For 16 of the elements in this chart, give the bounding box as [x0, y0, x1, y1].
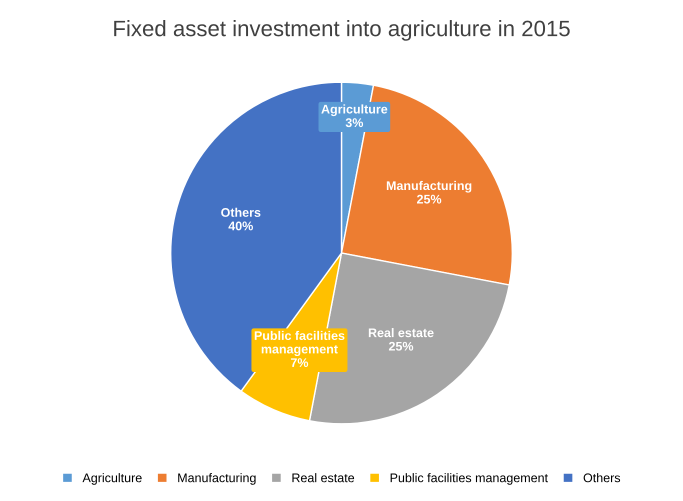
data-label: 25% [388, 342, 414, 351]
data-label: 25% [417, 194, 442, 204]
slice-label: Manufacturing [386, 180, 472, 193]
chart-title: Fixed asset investment into agriculture in 2015 [114, 20, 570, 41]
data-label: 3% [346, 118, 364, 128]
data-label: 40% [228, 222, 253, 230]
slice-label: Public facilities management [254, 330, 344, 356]
data-label: 7% [290, 358, 308, 368]
slice-label: Real estate [368, 328, 434, 338]
legend-label: Agriculture [82, 473, 142, 485]
legend-label: Real estate [292, 473, 354, 482]
slice-label: Others [221, 208, 260, 217]
slice-label: Agriculture [321, 104, 388, 116]
legend-label: Manufacturing [178, 473, 256, 485]
legend-label: Public facilities management [390, 473, 548, 485]
legend-label: Others [584, 473, 620, 482]
